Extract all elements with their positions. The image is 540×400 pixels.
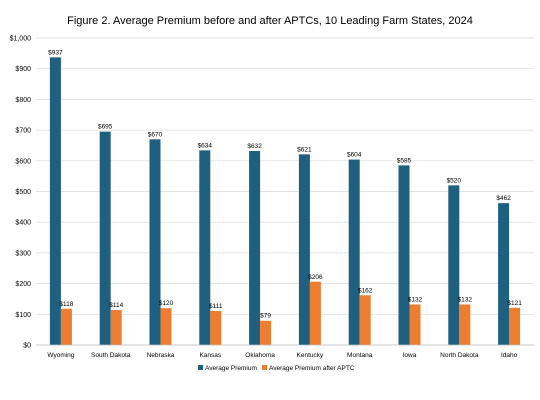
bar-average-premium xyxy=(398,165,410,345)
x-tick-label: Kansas xyxy=(199,352,221,359)
y-tick-label: $1,000 xyxy=(10,36,32,43)
data-label: $120 xyxy=(159,300,174,307)
x-tick-label: Iowa xyxy=(403,352,417,359)
data-label: $132 xyxy=(458,296,473,303)
bars xyxy=(49,57,521,345)
y-axis: $0 $100 $200 $300 $400 $500 $600 $700 $800 $900 $1… xyxy=(10,36,32,350)
bar-average-premium xyxy=(348,159,360,345)
legend-entry: Average Premium after APTC xyxy=(269,365,355,372)
x-tick-label: Kentucky xyxy=(297,352,324,359)
bar-premium-after-aptc xyxy=(60,308,72,345)
bar-average-premium xyxy=(298,154,310,345)
data-label: $634 xyxy=(198,142,213,149)
y-tick-label: $900 xyxy=(15,66,31,73)
bar-premium-after-aptc xyxy=(210,310,222,345)
y-tick-label: $100 xyxy=(15,312,31,319)
data-label: $604 xyxy=(347,152,362,159)
data-labels: $937 $118 $695 $114 $670 $120 $634 $111 $632 $79 $… xyxy=(48,49,522,319)
bar-premium-after-aptc xyxy=(160,308,172,345)
data-label: $206 xyxy=(308,274,323,281)
data-label: $632 xyxy=(247,143,262,150)
data-label: $132 xyxy=(408,296,423,303)
chart-title: Figure 2. Average Premium before and aft… xyxy=(67,15,473,27)
bar-average-premium xyxy=(99,131,111,345)
data-label: $670 xyxy=(148,131,163,138)
bar-average-premium xyxy=(199,150,211,345)
bar-average-premium xyxy=(249,150,261,345)
data-label: $79 xyxy=(260,313,271,320)
bar-premium-after-aptc xyxy=(459,304,471,345)
x-tick-label: South Dakota xyxy=(91,352,131,359)
data-label: $621 xyxy=(297,146,312,153)
data-label: $520 xyxy=(447,177,462,184)
y-tick-label: $500 xyxy=(15,189,31,196)
data-label: $695 xyxy=(98,124,113,131)
bar-premium-after-aptc xyxy=(509,307,521,345)
data-label: $114 xyxy=(109,302,123,309)
bar-average-premium xyxy=(448,185,460,345)
x-tick-label: Idaho xyxy=(501,352,518,359)
legend-swatch xyxy=(198,365,203,370)
y-tick-label: $600 xyxy=(15,158,31,165)
y-tick-label: $800 xyxy=(15,97,31,104)
legend-swatch xyxy=(262,365,267,370)
y-tick-label: $300 xyxy=(15,250,31,257)
data-label: $111 xyxy=(209,303,223,310)
bar-average-premium xyxy=(149,139,161,345)
x-tick-label: Oklahoma xyxy=(245,352,275,359)
x-tick-label: Nebraska xyxy=(147,352,175,359)
x-tick-label: Wyoming xyxy=(47,352,74,359)
data-label: $462 xyxy=(496,195,511,202)
y-tick-label: $700 xyxy=(15,128,31,135)
x-tick-label: North Dakota xyxy=(440,352,479,359)
bar-premium-after-aptc xyxy=(359,295,371,345)
bar-premium-after-aptc xyxy=(409,304,421,345)
bar-average-premium xyxy=(49,57,61,345)
x-tick-label: Montana xyxy=(347,352,373,359)
bar-premium-after-aptc xyxy=(110,310,122,345)
data-label: $585 xyxy=(397,157,412,164)
legend-entry: Average Premium xyxy=(205,365,257,372)
y-tick-label: $400 xyxy=(15,220,31,227)
y-tick-label: $200 xyxy=(15,281,31,288)
data-label: $162 xyxy=(358,287,373,294)
data-label: $121 xyxy=(507,300,522,307)
x-axis: Wyoming South Dakota Nebraska Kansas Oklahom… xyxy=(36,344,534,359)
bar-average-premium xyxy=(498,203,510,345)
bar-premium-after-aptc xyxy=(309,281,321,345)
data-label: $118 xyxy=(59,301,73,308)
y-tick-label: $0 xyxy=(23,343,31,350)
data-label: $937 xyxy=(48,49,63,56)
legend: Average Premium Average Premium after APT… xyxy=(198,365,355,372)
bar-premium-after-aptc xyxy=(260,320,272,345)
